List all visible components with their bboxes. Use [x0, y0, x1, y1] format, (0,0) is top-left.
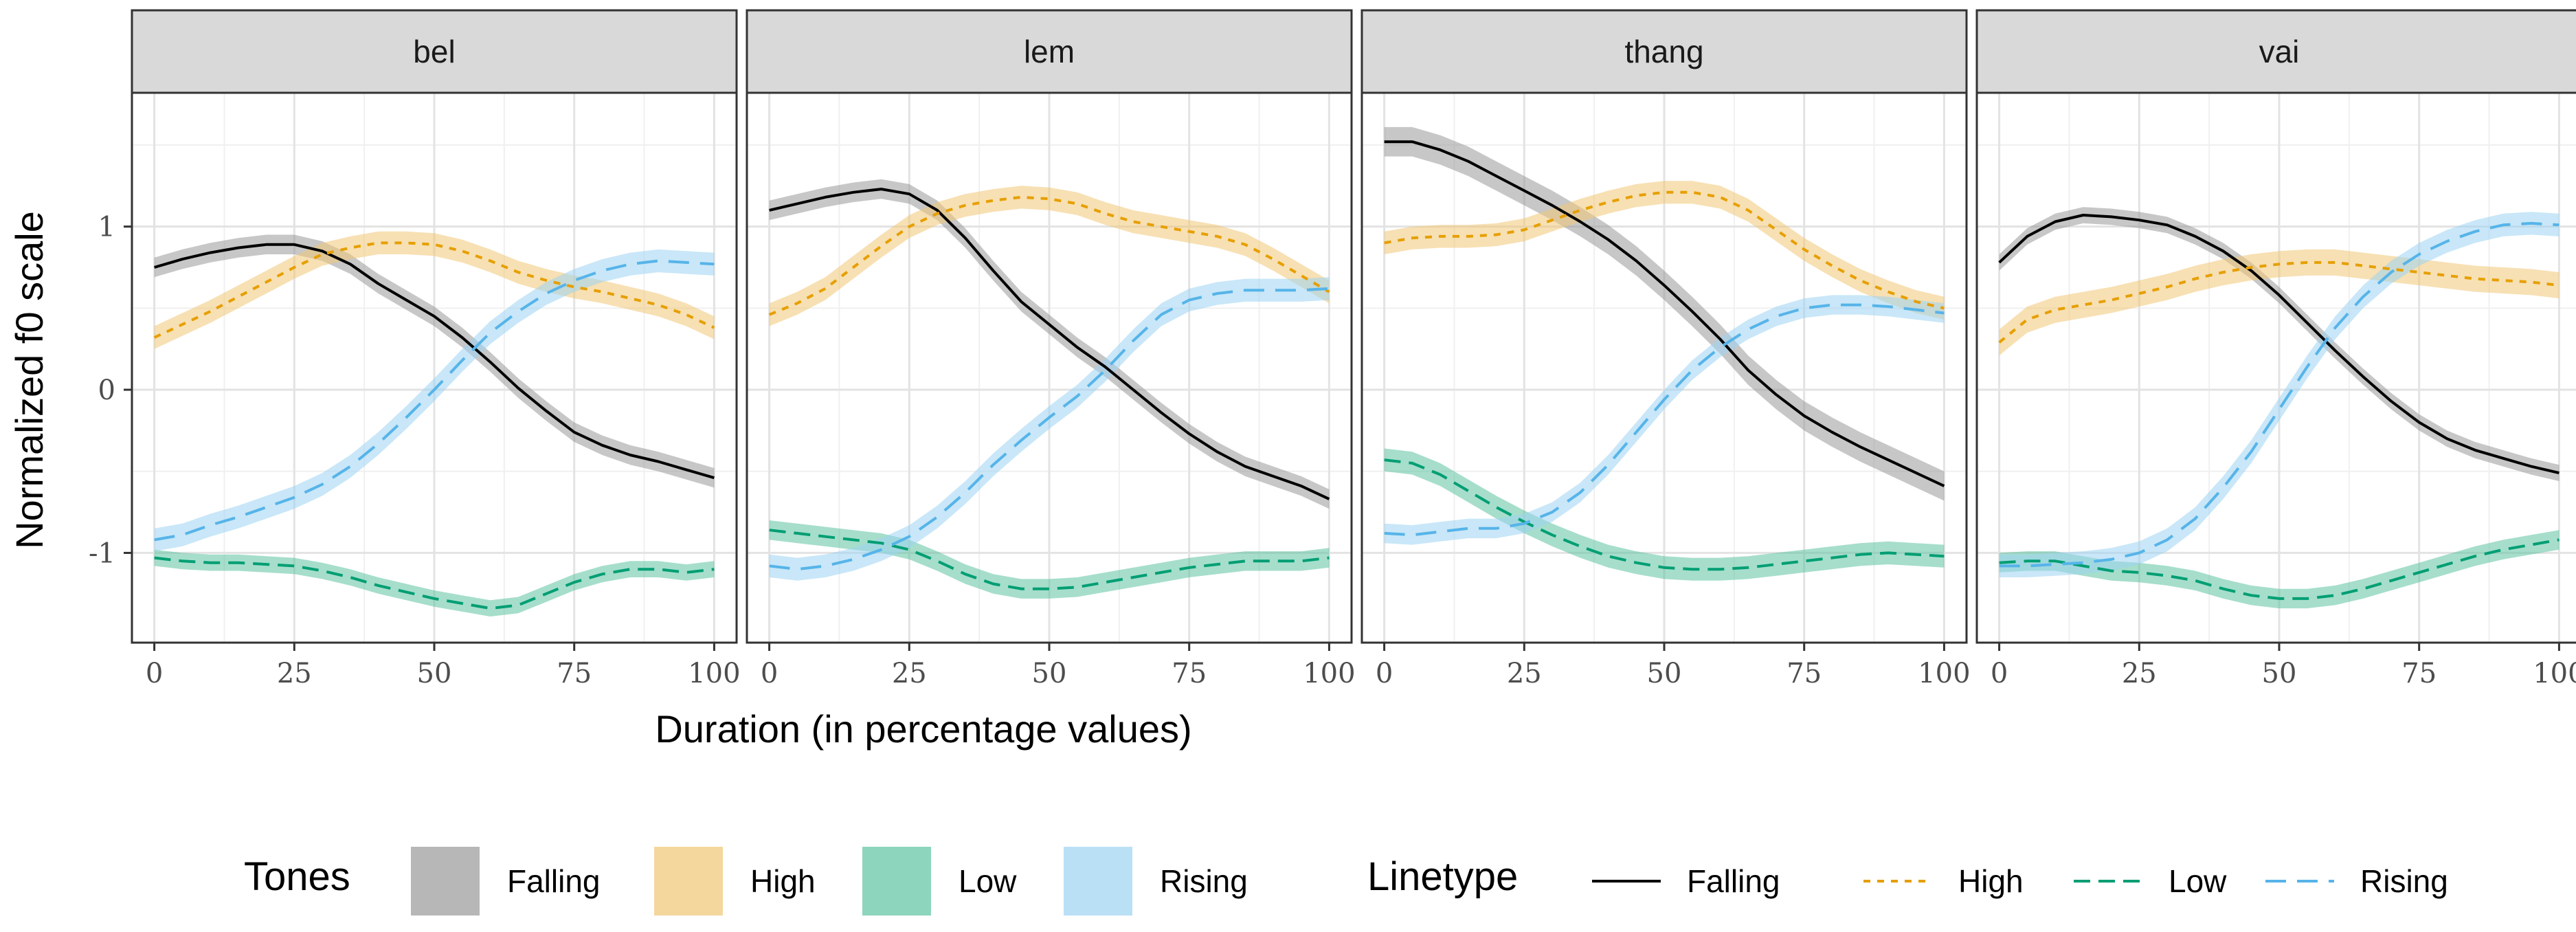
x-tick-label: 25 [2122, 658, 2157, 689]
legend-line-label: High [1958, 863, 2024, 899]
x-axis-title: Duration (in percentage values) [655, 707, 1191, 751]
x-tick-label: 25 [892, 658, 927, 689]
line-rising [769, 287, 1330, 571]
x-tick-label: 75 [1172, 658, 1207, 689]
line-low [1999, 538, 2560, 600]
panel-vai: vai 0 25 50 75 100 [1975, 9, 2576, 689]
line-falling [1998, 214, 2560, 475]
panel-thang: thang 0 25 50 75 100 [1360, 9, 1971, 689]
ribbon-low [1384, 448, 1945, 581]
facet-strip [1360, 9, 1968, 94]
line-high [153, 241, 715, 339]
line-low [769, 529, 1330, 590]
x-tick-label: 50 [417, 658, 452, 689]
ribbon-falling [1384, 126, 1945, 501]
x-tick-label: 50 [2262, 658, 2297, 689]
line-high [1384, 190, 1945, 310]
panel-bel: bel 0 25 50 75 100 [131, 9, 741, 689]
y-tick-label: 1 [98, 212, 115, 243]
ribbon-rising [769, 277, 1330, 581]
legend-fill-label: High [750, 863, 816, 899]
line-falling [1384, 140, 1945, 487]
x-tick-label: 50 [1647, 658, 1682, 689]
facet-strip [1975, 9, 2576, 94]
x-tick-label: 0 [146, 658, 163, 689]
x-tick-label: 75 [557, 658, 592, 689]
legend-fill-label: Low [959, 863, 1017, 899]
panels: bel 0 25 50 75 100 lem 0 25 50 75 100 thang 0 25 50 75 10… [131, 9, 2576, 689]
gridlines [747, 93, 1352, 643]
ribbon-high [154, 231, 715, 349]
legend: Tones Linetype Falling High Low Rising Falli… [244, 847, 2448, 916]
line-high [1998, 260, 2560, 344]
ribbon-falling [1999, 207, 2560, 481]
x-tick-label: 100 [688, 658, 740, 689]
ribbon-high [769, 186, 1330, 326]
x-tick-label: 100 [1303, 658, 1355, 689]
facet-label: lem [1024, 34, 1075, 69]
x-tick-label: 100 [2533, 658, 2576, 689]
legend-fill-label: Rising [1160, 863, 1248, 899]
ribbon-rising [154, 249, 715, 552]
facet-label: thang [1624, 34, 1703, 69]
line-rising [1999, 221, 2560, 568]
ribbon-falling [769, 179, 1330, 509]
x-tick-label: 0 [1376, 658, 1393, 689]
x-tick-label: 25 [1507, 658, 1542, 689]
facet-label: bel [413, 34, 455, 69]
ribbon-falling [154, 234, 715, 488]
x-tick-label: 25 [277, 658, 312, 689]
x-tick-label: 75 [1787, 658, 1822, 689]
legend-fill-key-high [654, 847, 723, 916]
x-tick-label: 75 [2401, 658, 2437, 689]
ribbon-high [1999, 249, 2560, 356]
x-tick-label: 0 [761, 658, 778, 689]
legend-fill-title: Tones [244, 854, 350, 899]
legend-fill-key-rising [1064, 847, 1132, 916]
facet-strip [131, 9, 738, 94]
x-tick-label: 0 [1991, 658, 2008, 689]
x-tick-label: 50 [1032, 658, 1067, 689]
panel-lem: lem 0 25 50 75 100 [746, 9, 1356, 689]
line-falling [769, 188, 1330, 500]
legend-line-label: Low [2169, 863, 2227, 899]
legend-fill-key-low [862, 847, 931, 916]
legend-line-label: Falling [1687, 863, 1780, 899]
legend-fill-label: Falling [507, 863, 601, 899]
line-rising [1384, 303, 1945, 537]
facet-strip [746, 9, 1353, 94]
legend-fill-key-falling [411, 847, 480, 916]
x-tick-label: 100 [1918, 658, 1970, 689]
line-rising [154, 259, 715, 542]
y-axis-title: Normalized f0 scale [8, 211, 51, 549]
line-low [154, 556, 715, 610]
legend-line-label: Rising [2360, 863, 2448, 899]
line-falling [154, 243, 715, 480]
y-tick-label: -1 [89, 537, 115, 569]
ribbon-low [154, 549, 715, 617]
legend-line-title: Linetype [1367, 854, 1518, 899]
line-low [1384, 458, 1945, 571]
facet-label: vai [2259, 34, 2300, 69]
y-tick-label: 0 [98, 375, 115, 406]
